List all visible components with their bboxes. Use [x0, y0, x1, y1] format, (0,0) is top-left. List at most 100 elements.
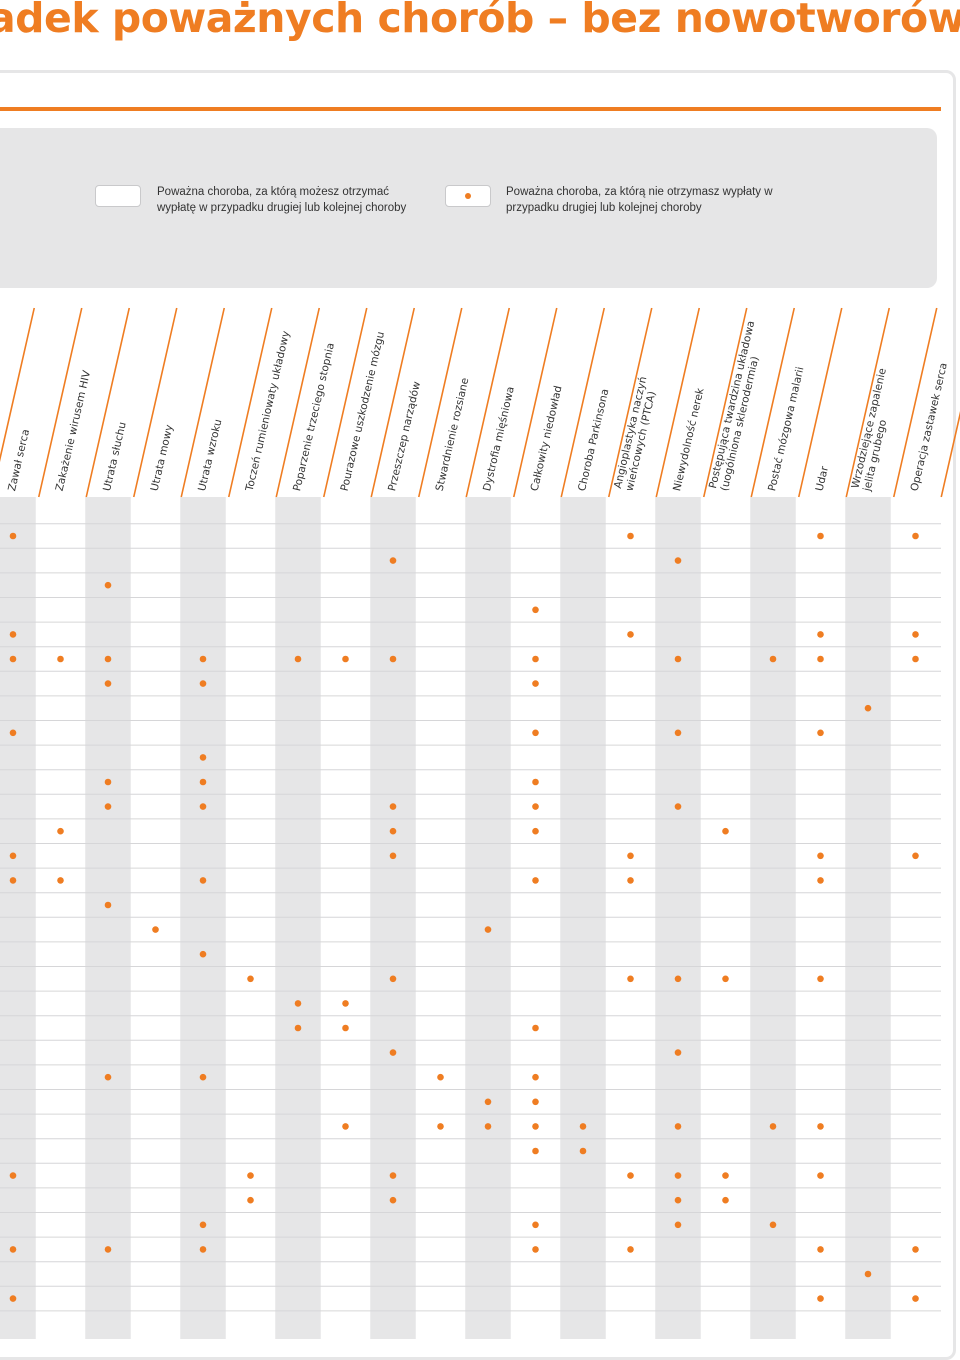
column-label: Postać mózgowa malarii — [766, 366, 806, 493]
exclusion-dot — [199, 778, 207, 786]
exclusion-dot — [627, 1246, 634, 1253]
exclusion-dot — [532, 655, 539, 663]
exclusion-dot — [532, 803, 539, 810]
exclusion-dot — [674, 557, 682, 564]
exclusion-dot — [389, 852, 397, 860]
column-header: Utrata mowy — [149, 423, 176, 492]
column-label: Choroba Parkinsona — [576, 388, 611, 493]
exclusion-dot — [579, 1123, 587, 1130]
exclusion-dot — [199, 950, 207, 958]
exclusion-dot — [627, 1172, 634, 1179]
header-slant-line — [180, 307, 226, 498]
legend-panel: Poważna choroba, za którą możesz otrzyma… — [0, 128, 937, 288]
exclusion-dot — [769, 1221, 777, 1229]
column-header: Utrata słuchu — [101, 421, 129, 493]
exclusion-dot — [817, 729, 824, 737]
exclusion-dot — [199, 680, 207, 687]
exclusion-dot — [912, 1246, 919, 1253]
column-label: Zawał serca — [6, 428, 32, 492]
exclusion-dot — [817, 1295, 824, 1302]
exclusion-dot — [817, 655, 824, 663]
column-header: Toczeń rumieniowaty układowy — [243, 330, 292, 494]
header-slant-line — [417, 307, 463, 498]
exclusion-dot — [817, 1246, 824, 1253]
exclusion-dot — [674, 803, 682, 810]
exclusion-dot — [817, 532, 824, 540]
exclusion-dot — [389, 1196, 397, 1204]
exclusion-dot — [532, 778, 539, 786]
exclusion-dot — [57, 655, 64, 663]
column-stripe — [560, 497, 606, 1339]
column-header: Zakażenie wirusem HIV — [54, 369, 94, 493]
exclusion-dot — [532, 1147, 539, 1155]
exclusion-dot — [912, 852, 919, 860]
exclusion-dot — [247, 1172, 254, 1179]
header-slant-line — [370, 307, 416, 498]
header-slant-line — [702, 307, 748, 498]
column-stripe — [275, 497, 321, 1339]
exclusion-dot — [389, 1049, 397, 1056]
exclusion-dot — [532, 1073, 539, 1081]
exclusion-dot — [389, 975, 397, 983]
column-stripe — [85, 497, 131, 1339]
column-header: Przeszczep narządów — [386, 380, 423, 492]
exclusion-dot — [817, 1172, 824, 1179]
exclusion-dot — [9, 631, 17, 638]
header-slant-line — [132, 307, 178, 498]
exclusion-dot — [627, 532, 634, 540]
exclusion-dot — [722, 1172, 729, 1179]
column-label: Niewydolność nerek — [671, 386, 707, 492]
column-header: Niewydolność nerek — [671, 386, 707, 492]
exclusion-dot — [912, 532, 919, 540]
exclusion-dot — [769, 655, 777, 663]
column-stripe — [0, 497, 36, 1339]
exclusion-dot — [294, 655, 302, 663]
header-slant-line — [560, 307, 606, 498]
exclusion-dot — [484, 1098, 492, 1106]
legend-text-not-eligible: Poważna choroba, za którą nie otrzymasz … — [506, 186, 773, 214]
exclusion-dot — [722, 1196, 729, 1204]
column-label: Całkowity niedowład — [529, 385, 565, 493]
column-header: Całkowity niedowład — [529, 385, 565, 493]
legend-dot-icon — [465, 193, 471, 199]
legend-text-eligible: Poważna choroba, za którą możesz otrzyma… — [157, 186, 407, 214]
exclusion-dot — [437, 1123, 444, 1130]
exclusion-dot — [674, 729, 682, 737]
column-header: Udar — [814, 465, 831, 493]
exclusion-dot — [9, 1295, 17, 1302]
exclusion-dot — [532, 1098, 539, 1106]
exclusion-dot — [389, 557, 397, 564]
header-slant-line — [37, 307, 83, 498]
column-label: Utrata słuchu — [101, 421, 129, 493]
column-header: Dystrofia mięśniowa — [481, 385, 517, 492]
exclusion-dot — [817, 852, 824, 860]
exclusion-dot — [912, 655, 919, 663]
exclusion-dot — [9, 852, 17, 860]
exclusion-dot — [674, 1196, 682, 1204]
exclusion-dot — [722, 827, 729, 835]
column-header: Utrata wzroku — [196, 418, 224, 492]
exclusion-dot — [817, 877, 824, 884]
header-slant-line — [845, 307, 891, 498]
exclusion-dot — [389, 655, 397, 663]
column-stripe — [465, 497, 511, 1339]
header-slant-line — [465, 307, 511, 498]
exclusion-dot — [342, 1024, 349, 1032]
exclusion-dot — [199, 803, 207, 810]
exclusion-dot — [199, 1221, 207, 1229]
column-stripe — [750, 497, 796, 1339]
column-label: Utrata mowy — [149, 423, 176, 492]
exclusion-dot — [627, 877, 634, 884]
exclusion-dot — [9, 1172, 17, 1179]
column-header: Choroba Parkinsona — [576, 388, 611, 493]
header-slant-line — [940, 410, 960, 498]
exclusion-dot — [912, 631, 919, 638]
header-slant-line — [892, 307, 938, 498]
exclusion-dot — [532, 606, 539, 614]
exclusion-dot — [199, 655, 207, 663]
exclusion-dot — [817, 1123, 824, 1130]
exclusion-dot — [104, 1073, 112, 1081]
column-label: Udar — [814, 465, 831, 493]
column-label: Przeszczep narządów — [386, 380, 423, 492]
column-label: Utrata wzroku — [196, 418, 224, 492]
